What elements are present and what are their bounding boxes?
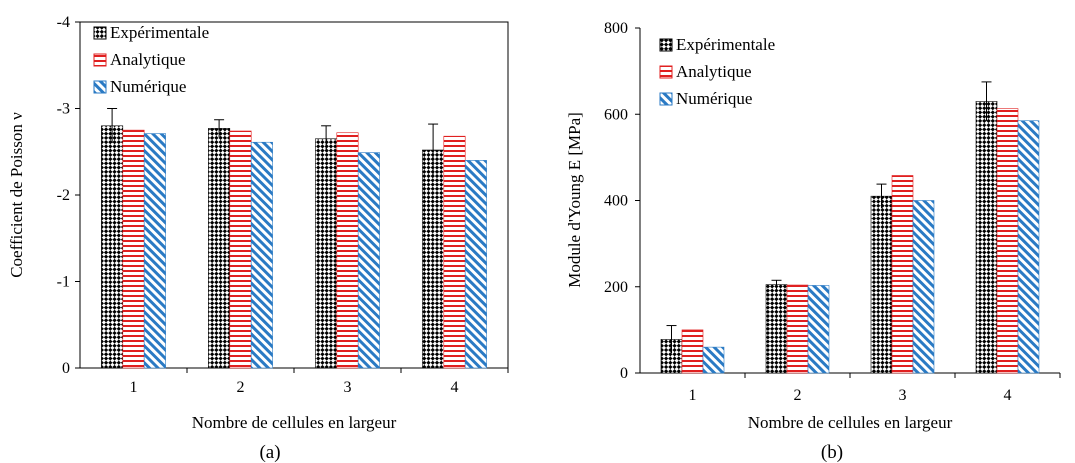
bar bbox=[143, 133, 166, 369]
bar bbox=[891, 175, 914, 374]
legend: Expérimentale Analytique Numérique bbox=[93, 23, 209, 96]
bar bbox=[101, 125, 124, 369]
x-tick-label: 4 bbox=[451, 379, 459, 396]
y-tick-label: 0 bbox=[620, 365, 628, 382]
x-tick-label: 3 bbox=[899, 387, 907, 404]
y-tick-label: -2 bbox=[57, 187, 70, 204]
bar bbox=[422, 149, 445, 369]
panel-label: (a) bbox=[259, 442, 280, 463]
bar bbox=[702, 346, 725, 374]
y-axis-title: Module d'Young E [MPa] bbox=[565, 112, 584, 288]
bar bbox=[315, 138, 338, 369]
x-tick-label: 2 bbox=[237, 379, 245, 396]
bar bbox=[870, 195, 893, 374]
legend-label: Analytique bbox=[676, 62, 752, 81]
legend-label: Numérique bbox=[110, 77, 186, 96]
y-axis-title: Coefficient de Poisson ν bbox=[7, 112, 26, 278]
bar bbox=[357, 152, 380, 369]
bar bbox=[912, 200, 935, 374]
legend-label: Analytique bbox=[110, 50, 186, 69]
bar bbox=[250, 141, 273, 369]
chart-panel-b: Module d'Young E [MPa] Nombre de cellule… bbox=[565, 20, 1061, 463]
x-tick-label: 4 bbox=[1004, 387, 1012, 404]
error-bars bbox=[107, 108, 439, 176]
bar bbox=[443, 135, 466, 369]
panel-label: (b) bbox=[821, 442, 843, 463]
x-axis-title: Nombre de cellules en largeur bbox=[192, 413, 397, 432]
x-axis-title: Nombre de cellules en largeur bbox=[748, 413, 953, 432]
bar bbox=[464, 160, 487, 369]
legend: Expérimentale Analytique Numérique bbox=[659, 35, 775, 108]
legend-swatch bbox=[659, 38, 673, 52]
y-tick-label: 800 bbox=[604, 20, 628, 37]
y-tick-label: 400 bbox=[604, 193, 628, 210]
legend-label: Numérique bbox=[676, 89, 752, 108]
y-ticks: 0 -1 -2 -3 -4 bbox=[57, 14, 80, 377]
x-ticks: 1 2 3 4 bbox=[689, 373, 1061, 404]
bar bbox=[336, 132, 359, 369]
x-tick-label: 3 bbox=[344, 379, 352, 396]
x-tick-label: 1 bbox=[130, 379, 138, 396]
legend-swatch bbox=[93, 53, 107, 67]
x-ticks: 1 2 3 4 bbox=[130, 368, 509, 396]
chart-panel-a: Coefficient de Poisson ν Nombre de cellu… bbox=[7, 14, 509, 463]
bar bbox=[765, 284, 788, 374]
y-tick-label: -3 bbox=[57, 101, 70, 118]
bar bbox=[122, 129, 145, 369]
bars bbox=[660, 101, 1040, 374]
legend-swatch bbox=[659, 92, 673, 106]
legend-swatch bbox=[93, 26, 107, 40]
error-bars bbox=[666, 81, 992, 354]
bars bbox=[101, 125, 487, 369]
legend-label: Expérimentale bbox=[676, 35, 775, 54]
y-ticks: 0 200 400 600 800 bbox=[604, 20, 640, 382]
bar bbox=[208, 128, 231, 369]
bar bbox=[681, 329, 704, 374]
bar bbox=[229, 130, 252, 369]
bar bbox=[996, 108, 1019, 374]
legend-swatch bbox=[93, 80, 107, 94]
legend-swatch bbox=[659, 65, 673, 79]
y-tick-label: -4 bbox=[57, 14, 70, 31]
bar bbox=[807, 285, 830, 374]
bar bbox=[1017, 120, 1040, 374]
y-tick-label: 600 bbox=[604, 106, 628, 123]
bar bbox=[786, 284, 809, 374]
x-tick-label: 2 bbox=[794, 387, 802, 404]
y-tick-label: 200 bbox=[604, 279, 628, 296]
y-tick-label: -1 bbox=[57, 274, 70, 291]
legend-label: Expérimentale bbox=[110, 23, 209, 42]
y-tick-label: 0 bbox=[62, 360, 70, 377]
x-tick-label: 1 bbox=[689, 387, 697, 404]
bar bbox=[975, 101, 998, 374]
